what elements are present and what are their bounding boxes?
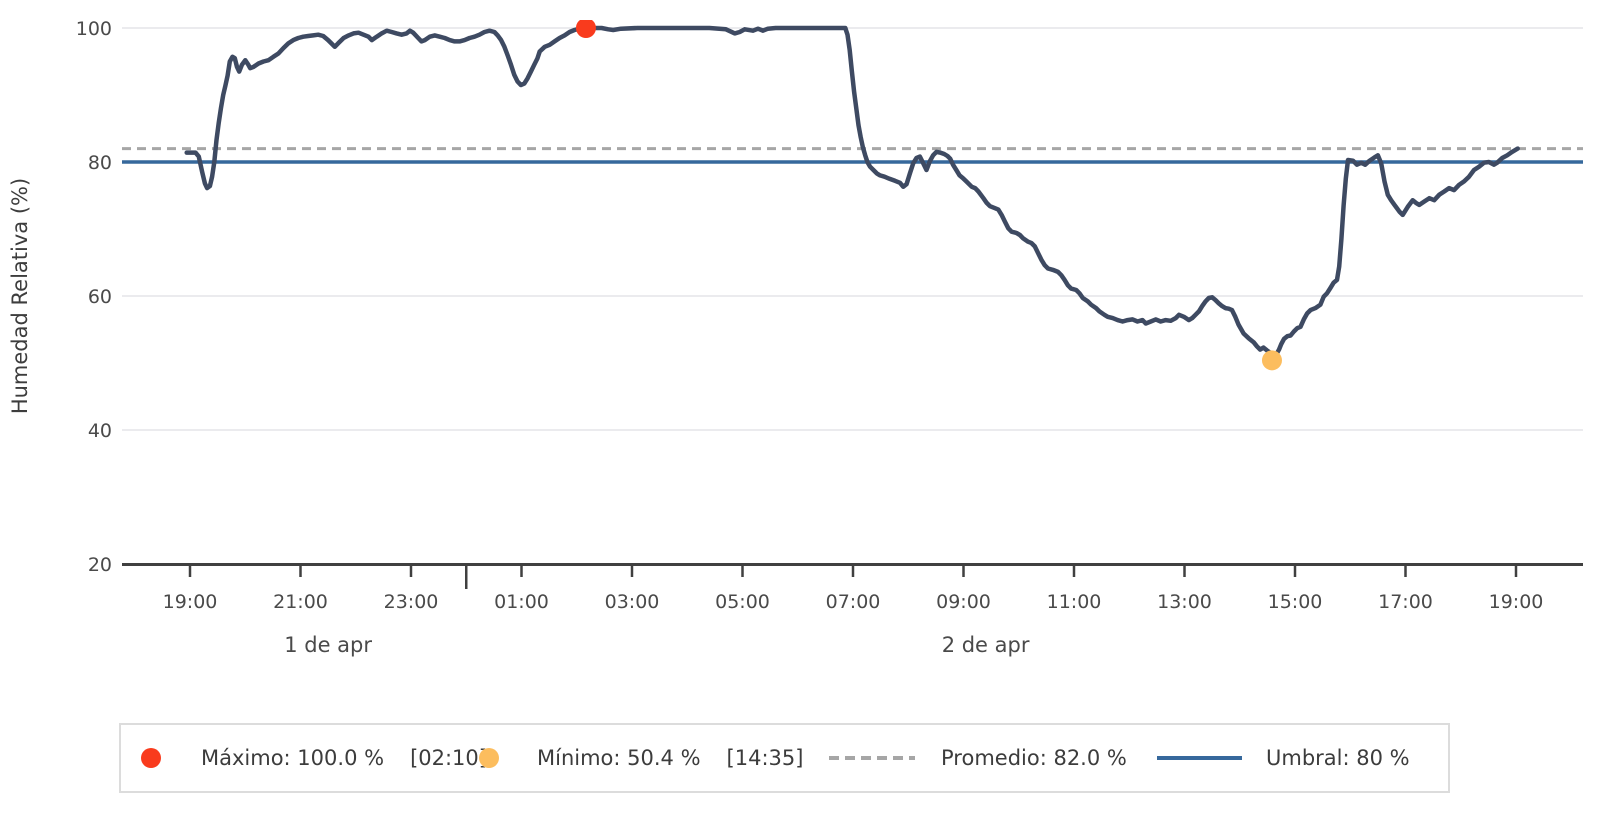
series-layer [184, 20, 1520, 371]
y-tick-label-100: 100 [76, 18, 112, 40]
x-tick-label-0: 19:00 [163, 591, 218, 613]
legend-max-label: Máximo: 100.0 % [201, 746, 385, 770]
legend-item-umbral: Umbral: 80 % [1157, 746, 1410, 770]
chart-canvas: 19:00 21:00 23:00 01:00 03:00 05:00 07:00 09:00… [8, 18, 1583, 657]
y-tick-label-80: 80 [88, 152, 112, 174]
date-label-2: 2 de apr [942, 633, 1030, 657]
min-marker-icon [479, 748, 499, 768]
legend-max-time: [02:10] [410, 746, 487, 770]
legend-item-promedio: Promedio: 82.0 % [829, 746, 1127, 770]
x-tick-label-6: 07:00 [826, 591, 881, 613]
legend-min-time: [14:35] [726, 746, 804, 770]
x-tick-label-5: 05:00 [715, 591, 770, 613]
x-tick-label-7: 09:00 [936, 591, 991, 613]
x-tick-label-3: 01:00 [494, 591, 549, 613]
x-tick-label-2: 23:00 [384, 591, 439, 613]
x-tick-label-10: 15:00 [1268, 591, 1323, 613]
x-tick-label-9: 13:00 [1157, 591, 1212, 613]
reference-lines [122, 147, 1583, 164]
threshold-line-icon [1157, 756, 1242, 760]
y-tick-label-20: 20 [88, 554, 112, 576]
date-label-1: 1 de apr [284, 633, 372, 657]
chart-legend: Máximo: 100.0 % [02:10] Mínimo: 50.4 % [… [119, 723, 1450, 793]
legend-item-minimo: Mínimo: 50.4 % [14:35] [479, 746, 803, 770]
axes-layer: 19:00 21:00 23:00 01:00 03:00 05:00 07:00 09:00… [76, 18, 1583, 657]
humidity-series-line [184, 25, 1520, 361]
legend-min-label: Mínimo: 50.4 % [537, 746, 701, 770]
x-tick-label-1: 21:00 [273, 591, 328, 613]
min-point-marker [1261, 350, 1282, 371]
y-tick-label-60: 60 [88, 286, 112, 308]
max-point-marker [575, 20, 596, 38]
y-tick-label-40: 40 [88, 420, 112, 442]
legend-threshold-label: Umbral: 80 % [1266, 746, 1410, 770]
x-tick-label-4: 03:00 [605, 591, 660, 613]
legend-item-maximo: Máximo: 100.0 % [02:10] [141, 746, 487, 770]
legend-avg-label: Promedio: 82.0 % [941, 746, 1127, 770]
y-axis-title: Humedad Relativa (%) [8, 178, 32, 414]
x-tick-label-11: 17:00 [1378, 591, 1433, 613]
average-line-icon [829, 756, 915, 760]
x-tick-label-12: 19:00 [1489, 591, 1544, 613]
x-tick-label-8: 11:00 [1047, 591, 1102, 613]
max-marker-icon [141, 748, 161, 768]
